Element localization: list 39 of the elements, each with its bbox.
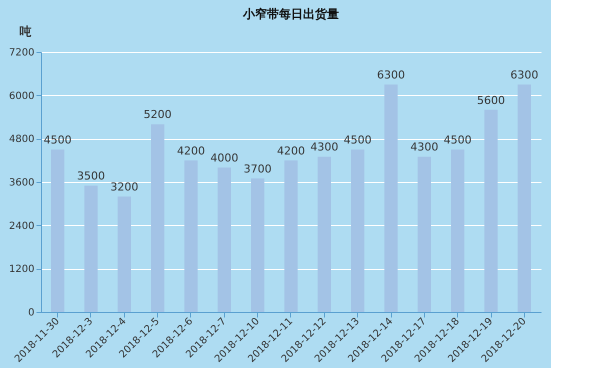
bar (151, 124, 164, 312)
data-label: 4500 (444, 134, 472, 146)
bar (251, 178, 264, 312)
data-label: 3500 (77, 170, 105, 183)
y-tick-label: 7200 (9, 48, 34, 58)
data-label: 3200 (110, 180, 138, 194)
bar (218, 168, 231, 312)
data-label: 6300 (510, 68, 538, 82)
bar (384, 84, 398, 312)
chart-title: 小窄带每日出货量 (242, 7, 339, 21)
bar (518, 84, 531, 312)
data-label: 4200 (177, 144, 205, 158)
bar (284, 160, 298, 312)
bar (51, 150, 64, 312)
data-label: 4200 (277, 144, 305, 158)
data-label: 4300 (410, 140, 438, 154)
y-tick-label: 1200 (9, 264, 34, 276)
bar (184, 160, 198, 312)
data-label: 5600 (477, 94, 505, 107)
data-label: 6300 (377, 68, 405, 82)
y-tick-label: 6000 (9, 90, 34, 102)
data-label: 5200 (144, 108, 172, 122)
bar (351, 150, 364, 312)
data-label: 4000 (210, 152, 238, 165)
bar (118, 196, 131, 312)
bar (418, 156, 431, 312)
y-tick-label: 3600 (9, 178, 34, 188)
data-label: 4300 (310, 140, 338, 154)
y-axis-title: 吨 (20, 24, 32, 38)
y-tick-label: 0 (28, 308, 34, 318)
y-tick-label: 4800 (9, 134, 34, 146)
bar (318, 156, 331, 312)
data-label: 4500 (344, 134, 372, 146)
data-label: 3700 (244, 162, 272, 176)
bar (451, 150, 464, 312)
bar (84, 186, 98, 312)
y-tick-label: 2400 (9, 220, 34, 232)
bar (484, 110, 498, 312)
data-label: 4500 (44, 134, 72, 146)
